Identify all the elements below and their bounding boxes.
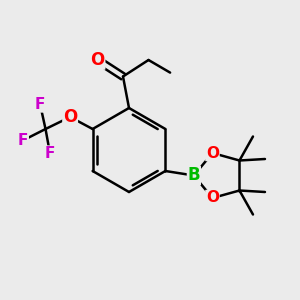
Text: F: F	[45, 146, 55, 161]
Text: O: O	[206, 146, 219, 160]
Text: F: F	[18, 133, 28, 148]
Text: B: B	[188, 167, 200, 184]
Text: F: F	[35, 97, 45, 112]
Text: O: O	[90, 51, 105, 69]
Text: O: O	[206, 190, 219, 206]
Text: O: O	[63, 108, 77, 126]
